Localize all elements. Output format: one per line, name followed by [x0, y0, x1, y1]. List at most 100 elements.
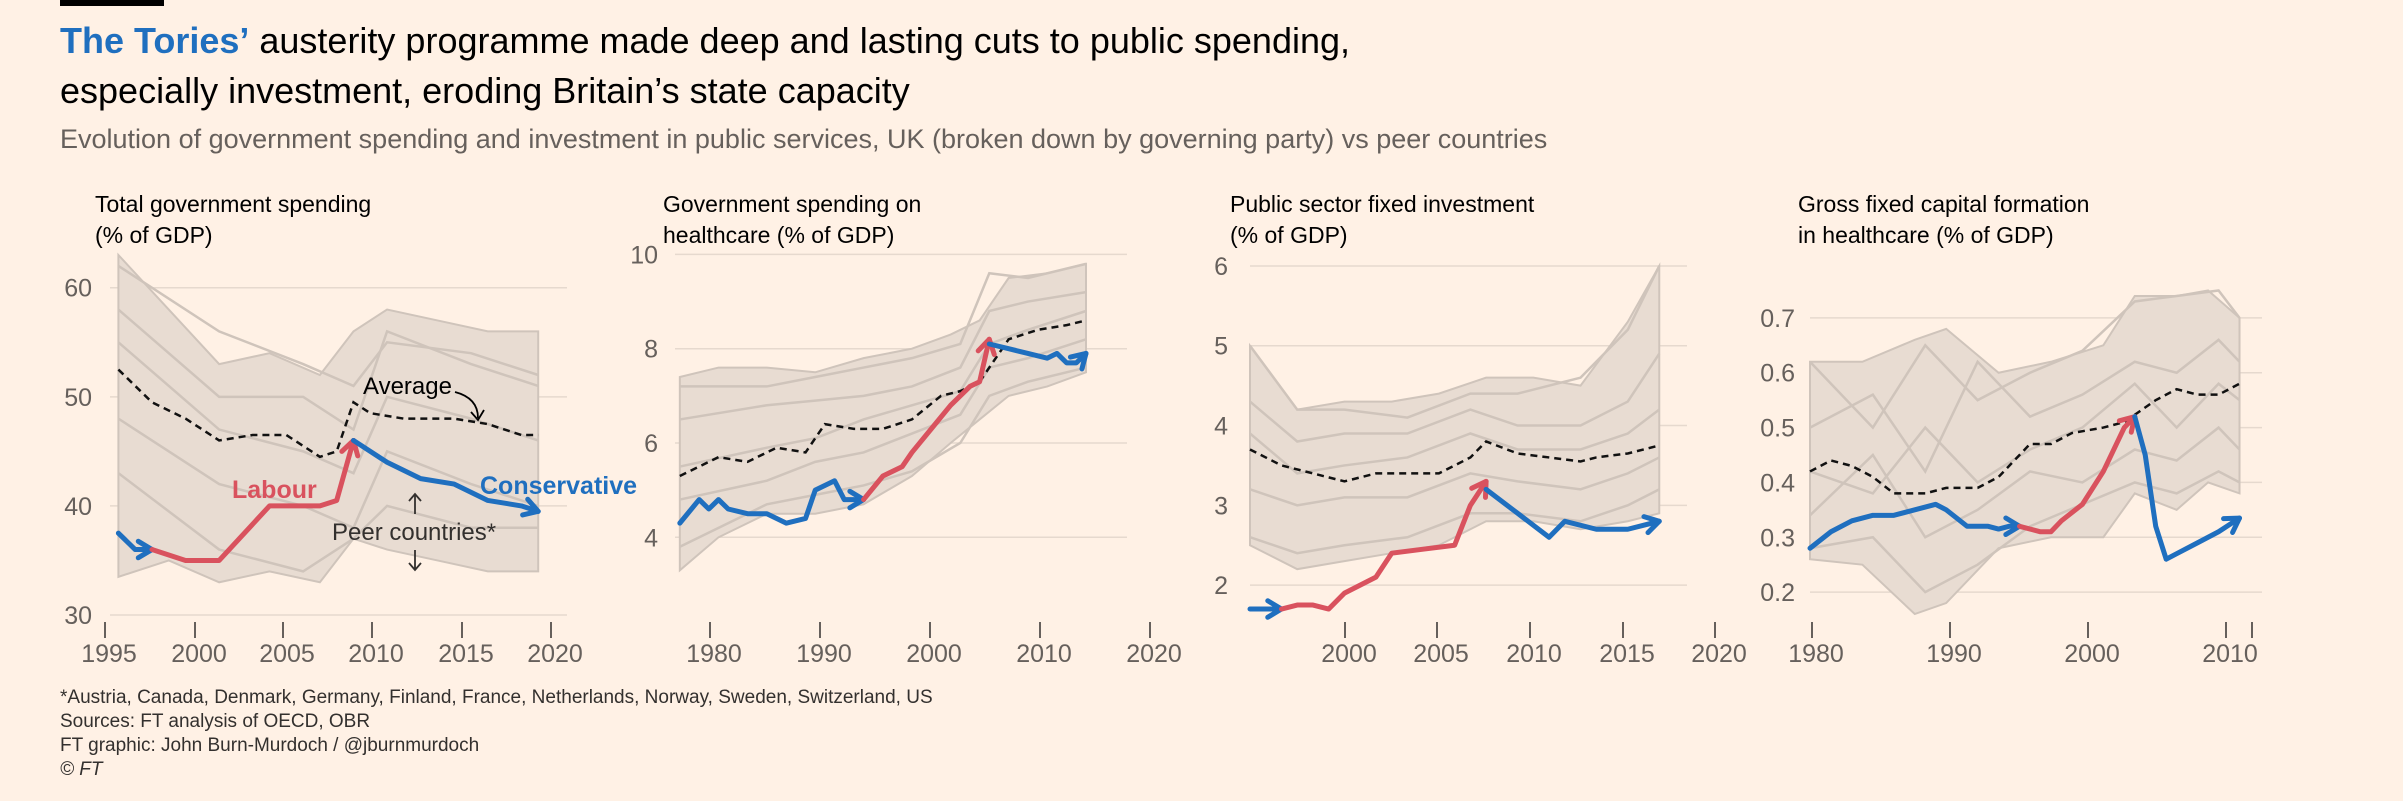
- footer: *Austria, Canada, Denmark, Germany, Finl…: [60, 686, 933, 782]
- uk-labour-line: [861, 336, 992, 503]
- y-tick-label: 0.3: [1760, 524, 1795, 552]
- peer-country-line: [1809, 289, 2241, 430]
- y-tick-label: 3: [1214, 492, 1228, 520]
- uk-conservative-line: [1483, 486, 1662, 540]
- peer-country-line: [679, 338, 1087, 501]
- peer-country-line: [1809, 470, 2241, 594]
- peer-country-line: [1809, 338, 2241, 474]
- chart-panel-3: Public sector fixed investment (% of GDP)…: [1214, 191, 1747, 668]
- peer-country-line: [679, 290, 1087, 421]
- y-tick-label: 4: [1214, 413, 1228, 441]
- chart-panel-4: Gross fixed capital formation in healthca…: [1760, 191, 2262, 668]
- chart-title-line: Government spending on: [663, 191, 921, 217]
- x-tick-label: 1980: [1788, 640, 1844, 668]
- chart-title-line: healthcare (% of GDP): [663, 222, 894, 248]
- y-tick-label: 10: [630, 241, 658, 269]
- peer-country-line: [1249, 488, 1660, 555]
- average-line: [679, 319, 1087, 478]
- peer-country-line: [679, 366, 1087, 548]
- uk-arrowhead: [2221, 515, 2243, 535]
- peer-country-line: [679, 262, 1087, 388]
- headline: The Tories’ austerity programme made dee…: [60, 16, 1460, 116]
- x-tick-label: 2020: [1126, 640, 1182, 668]
- x-tick-label: 2015: [438, 640, 494, 668]
- chart-panel-2: Government spending on healthcare (% of G…: [630, 191, 1182, 668]
- y-tick-label: 0.6: [1760, 360, 1795, 388]
- uk-conservative-line: [1807, 501, 2023, 551]
- y-tick-label: 8: [644, 336, 658, 364]
- uk-arrowhead: [1641, 514, 1662, 536]
- chart-title-line: Total government spending: [95, 191, 371, 217]
- chart-title-line: (% of GDP): [95, 222, 213, 248]
- x-tick-label: 1990: [796, 640, 852, 668]
- peer-country-line: [1809, 381, 2241, 495]
- x-tick-label: 2010: [2202, 640, 2258, 668]
- average-pointer-head: [470, 409, 485, 422]
- y-tick-label: 30: [64, 602, 92, 630]
- peer-country-line: [117, 417, 539, 530]
- y-tick-label: 50: [64, 384, 92, 412]
- peer-range-band: [1249, 262, 1661, 571]
- peer-country-line: [117, 264, 539, 388]
- x-tick-label: 2020: [527, 640, 583, 668]
- x-tick-label: 1980: [686, 640, 742, 668]
- peer-country-line: [1248, 265, 1661, 419]
- y-tick-label: 60: [64, 275, 92, 303]
- conservative-label: Conservative: [480, 472, 637, 500]
- y-tick-label: 6: [1214, 253, 1228, 281]
- peer-country-line: [679, 309, 1087, 468]
- chart-title-line: Gross fixed capital formation: [1798, 191, 2089, 217]
- x-tick-label: 2005: [1413, 640, 1469, 668]
- chart-title-line: Public sector fixed investment: [1230, 191, 1535, 217]
- peer-countries-label: Peer countries*: [332, 519, 496, 546]
- uk-conservative-line: [115, 530, 155, 553]
- x-tick-label: 2010: [348, 640, 404, 668]
- x-tick-label: 2010: [1016, 640, 1072, 668]
- peer-country-line: [1809, 425, 2241, 539]
- x-tick-label: 2000: [1321, 640, 1377, 668]
- y-tick-label: 5: [1214, 333, 1228, 361]
- x-tick-label: 1995: [81, 640, 137, 668]
- peer-country-line: [1249, 408, 1661, 475]
- uk-labour-line: [149, 437, 356, 563]
- y-tick-label: 0.4: [1760, 469, 1795, 497]
- x-tick-label: 2005: [259, 640, 315, 668]
- uk-conservative-line: [2132, 414, 2243, 562]
- x-tick-label: 1990: [1926, 640, 1982, 668]
- ft-topbar: [60, 0, 164, 6]
- uk-arrowhead: [1067, 350, 1089, 372]
- peer-country-line: [117, 308, 539, 432]
- average-line: [1249, 440, 1660, 483]
- uk-conservative-line: [350, 437, 541, 514]
- headline-rest: austerity programme made deep and lastin…: [60, 20, 1351, 111]
- average-pointer: [454, 391, 479, 419]
- x-tick-label: 2020: [1691, 640, 1747, 668]
- peer-country-line: [117, 472, 539, 573]
- footer-sources: Sources: FT analysis of OECD, OBR: [60, 711, 371, 732]
- peer-range-band: [117, 252, 540, 584]
- uk-arrowhead: [975, 336, 997, 357]
- x-tick-label: 2010: [1506, 640, 1562, 668]
- y-tick-label: 0.2: [1760, 579, 1795, 607]
- uk-labour-line: [1278, 478, 1489, 612]
- peer-range-band: [678, 262, 1087, 573]
- footer-copyright: © FT: [60, 759, 103, 780]
- y-tick-label: 0.7: [1760, 305, 1795, 333]
- peer-down-arrow: [408, 550, 422, 572]
- average-label: Average: [363, 373, 452, 400]
- peer-country-line: [117, 341, 539, 475]
- footer-note: *Austria, Canada, Denmark, Germany, Finl…: [60, 687, 933, 708]
- uk-arrowhead: [520, 496, 541, 518]
- peer-up-arrow: [408, 492, 422, 514]
- x-tick-label: 2000: [906, 640, 962, 668]
- labour-label: Labour: [232, 476, 317, 504]
- charts-canvas: Total government spending (% of GDP) 30 40 5…: [64, 191, 2262, 668]
- y-tick-label: 4: [644, 524, 658, 552]
- uk-conservative-line: [986, 341, 1089, 366]
- footer-graphic: FT graphic: John Burn-Murdoch / @jburnmu…: [60, 735, 480, 756]
- x-tick-label: 2000: [171, 640, 227, 668]
- peer-country-line: [1249, 456, 1660, 507]
- average-line: [1809, 382, 2241, 495]
- chart-title-line: in healthcare (% of GDP): [1798, 222, 2054, 248]
- uk-labour-line: [2017, 414, 2138, 535]
